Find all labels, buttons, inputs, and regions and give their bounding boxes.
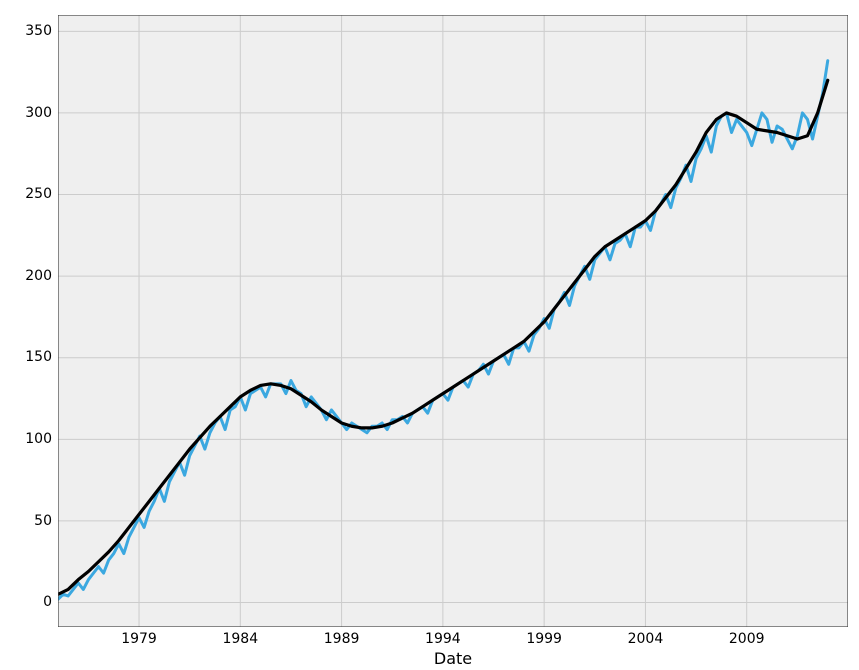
y-tick-label: 50 xyxy=(34,513,52,529)
x-tick-label: 1999 xyxy=(519,631,569,647)
y-tick-label: 0 xyxy=(43,594,52,610)
plot-border xyxy=(58,15,848,627)
x-tick-label: 1984 xyxy=(215,631,265,647)
x-tick-label: 1994 xyxy=(418,631,468,647)
x-tick-label: 2004 xyxy=(620,631,670,647)
y-tick-label: 250 xyxy=(25,186,52,202)
figure: 0 50 100 150 200 250 300 350 1979 1984 1989 1994 19… xyxy=(0,0,859,670)
y-tick-label: 100 xyxy=(25,431,52,447)
y-tick-label: 350 xyxy=(25,23,52,39)
x-tick-label: 2009 xyxy=(722,631,772,647)
y-tick-label: 150 xyxy=(25,349,52,365)
x-axis-label: Date xyxy=(393,649,513,668)
chart-svg xyxy=(58,15,848,627)
x-tick-label: 1979 xyxy=(114,631,164,647)
plot-area xyxy=(58,15,848,627)
y-tick-label: 200 xyxy=(25,268,52,284)
x-tick-label: 1989 xyxy=(317,631,367,647)
y-tick-label: 300 xyxy=(25,105,52,121)
